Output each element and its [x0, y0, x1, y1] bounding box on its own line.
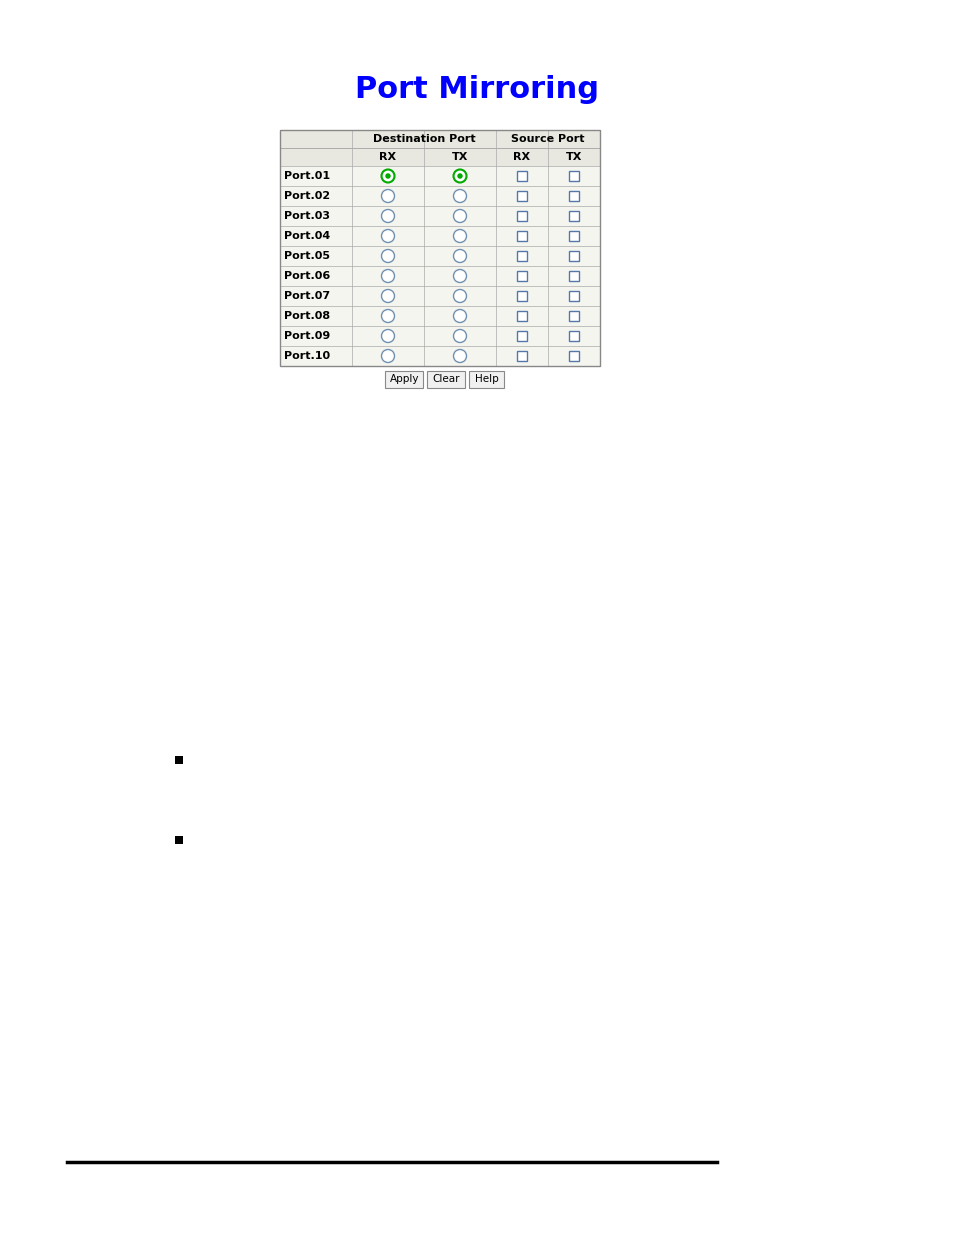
- Circle shape: [381, 189, 395, 203]
- Bar: [280, 326, 599, 346]
- Text: Destination Port: Destination Port: [373, 135, 475, 144]
- Bar: [517, 211, 526, 221]
- Bar: [385, 370, 423, 388]
- Bar: [517, 291, 526, 301]
- Bar: [280, 346, 599, 366]
- Circle shape: [385, 173, 391, 179]
- Circle shape: [381, 289, 395, 303]
- Text: Port.06: Port.06: [284, 270, 330, 282]
- Text: Port.08: Port.08: [284, 311, 330, 321]
- Bar: [568, 331, 578, 341]
- Circle shape: [381, 310, 395, 322]
- Bar: [568, 251, 578, 261]
- Circle shape: [381, 249, 395, 263]
- Bar: [568, 270, 578, 282]
- Text: Clear: Clear: [433, 374, 459, 384]
- Bar: [174, 756, 183, 764]
- Circle shape: [381, 350, 395, 363]
- Bar: [568, 231, 578, 241]
- Text: Help: Help: [475, 374, 498, 384]
- Bar: [568, 191, 578, 201]
- Circle shape: [453, 169, 466, 183]
- Bar: [568, 170, 578, 182]
- Bar: [517, 170, 526, 182]
- Bar: [280, 130, 599, 148]
- Bar: [517, 251, 526, 261]
- Circle shape: [453, 249, 466, 263]
- Circle shape: [453, 210, 466, 222]
- Text: RX: RX: [513, 152, 530, 162]
- Text: Port.09: Port.09: [284, 331, 330, 341]
- Text: Port Mirroring: Port Mirroring: [355, 75, 598, 105]
- Text: Port.03: Port.03: [284, 211, 330, 221]
- Circle shape: [381, 330, 395, 342]
- Circle shape: [453, 330, 466, 342]
- Circle shape: [453, 310, 466, 322]
- Text: Port.02: Port.02: [284, 191, 330, 201]
- Bar: [280, 266, 599, 287]
- Text: Apply: Apply: [390, 374, 418, 384]
- Bar: [568, 351, 578, 361]
- Text: Port.05: Port.05: [284, 251, 330, 261]
- Bar: [280, 246, 599, 266]
- Bar: [517, 311, 526, 321]
- Bar: [469, 370, 504, 388]
- Text: Port.10: Port.10: [284, 351, 330, 361]
- Text: Port.04: Port.04: [284, 231, 330, 241]
- Circle shape: [381, 230, 395, 242]
- Text: Port.01: Port.01: [284, 170, 330, 182]
- Text: TX: TX: [452, 152, 468, 162]
- Circle shape: [453, 189, 466, 203]
- Text: Port.07: Port.07: [284, 291, 330, 301]
- Bar: [427, 370, 465, 388]
- Bar: [280, 165, 599, 186]
- Bar: [568, 291, 578, 301]
- Bar: [280, 130, 599, 366]
- Text: TX: TX: [565, 152, 581, 162]
- Circle shape: [453, 230, 466, 242]
- Bar: [517, 351, 526, 361]
- Bar: [517, 270, 526, 282]
- Circle shape: [453, 269, 466, 283]
- Circle shape: [381, 269, 395, 283]
- Bar: [568, 211, 578, 221]
- Bar: [280, 226, 599, 246]
- Text: RX: RX: [379, 152, 396, 162]
- Bar: [517, 331, 526, 341]
- Bar: [517, 191, 526, 201]
- Bar: [174, 836, 183, 844]
- Circle shape: [453, 350, 466, 363]
- Bar: [568, 311, 578, 321]
- Circle shape: [381, 210, 395, 222]
- Circle shape: [456, 173, 462, 179]
- Bar: [280, 206, 599, 226]
- Bar: [280, 306, 599, 326]
- Text: Source Port: Source Port: [511, 135, 584, 144]
- Bar: [280, 186, 599, 206]
- Circle shape: [381, 169, 395, 183]
- Bar: [280, 148, 599, 165]
- Bar: [280, 287, 599, 306]
- Circle shape: [453, 289, 466, 303]
- Bar: [517, 231, 526, 241]
